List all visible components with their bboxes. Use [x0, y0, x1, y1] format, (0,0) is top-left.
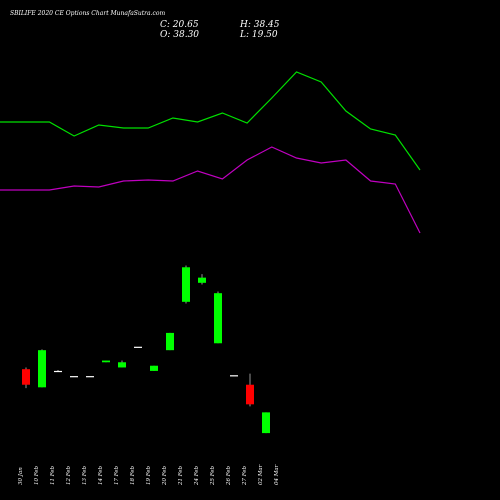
candle-body [118, 362, 126, 368]
candle-body [182, 267, 190, 302]
candle [262, 412, 270, 434]
x-tick-label: 18 Feb [130, 465, 136, 485]
x-tick-label: 25 Feb [210, 465, 216, 486]
x-tick-label: 19 Feb [146, 465, 152, 485]
candle-body [166, 332, 174, 351]
x-tick-label: 21 Feb [178, 465, 184, 486]
x-tick-label: 12 Feb [66, 465, 72, 485]
candle [86, 376, 94, 378]
x-tick-label: 20 Feb [162, 465, 168, 486]
high-value: H: 38.45 [239, 20, 280, 30]
lower-indicator-line [0, 146, 421, 234]
candle [38, 349, 46, 388]
x-tick-label: 14 Feb [98, 465, 104, 485]
candle-body [262, 412, 270, 434]
candle [230, 375, 238, 377]
candle-body [134, 346, 142, 348]
x-tick-label: 26 Feb [226, 465, 232, 486]
candle-body [102, 360, 110, 363]
candle [214, 291, 222, 344]
candle [134, 346, 142, 348]
x-tick-label: 27 Feb [242, 465, 248, 486]
candle-body [198, 277, 206, 283]
candle-body [86, 376, 94, 378]
candle [198, 274, 206, 285]
candles-group [22, 265, 270, 434]
upper-indicator-line [0, 71, 421, 171]
candle-body [70, 376, 78, 378]
candle-body [150, 365, 158, 371]
x-tick-label: 11 Feb [50, 465, 56, 485]
open-value: O: 38.30 [160, 30, 199, 40]
candle [102, 360, 110, 363]
close-value: C: 20.65 [160, 20, 199, 30]
candle [70, 376, 78, 378]
candle [54, 370, 62, 373]
candle-body [246, 384, 254, 405]
low-value: L: 19.50 [239, 30, 278, 40]
candle-body [38, 350, 46, 388]
x-tick-label: 02 Mar [258, 464, 264, 485]
candle [182, 265, 190, 304]
candle-body [230, 375, 238, 377]
x-axis-ticks: 30 Jan 10 Feb 11 Feb 12 Feb 13 Feb 14 Feb 17 F… [18, 464, 280, 486]
x-tick-label: 13 Feb [82, 465, 88, 485]
candle [166, 332, 174, 351]
chart-title: SBILIFE 2020 CE Options Chart MunafaSutr… [10, 10, 165, 17]
x-tick-label: 24 Feb [194, 465, 200, 486]
candle [246, 373, 254, 407]
candle-body [22, 369, 30, 385]
x-tick-label: 30 Jan [18, 467, 24, 485]
x-tick-label: 10 Feb [34, 465, 40, 485]
indicator-lines [0, 71, 421, 234]
candle-body [214, 293, 222, 344]
candle [118, 360, 126, 368]
candle-body [54, 370, 62, 373]
x-tick-label: 04 Mar [274, 464, 280, 485]
candle [150, 365, 158, 371]
candle [22, 367, 30, 389]
x-tick-label: 17 Feb [114, 465, 120, 485]
